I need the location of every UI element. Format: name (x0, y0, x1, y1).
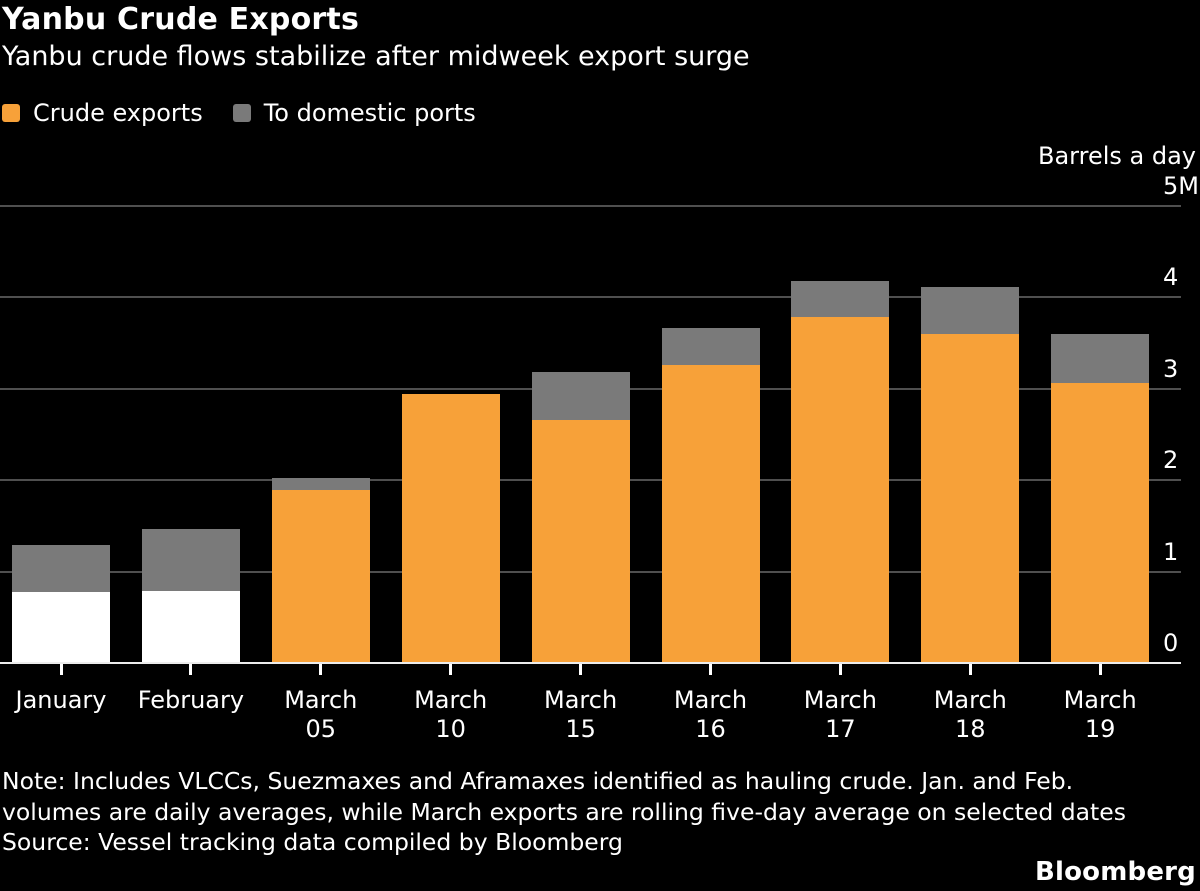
x-label-line: 18 (955, 715, 986, 743)
bar-january-to-domestic-ports (12, 544, 110, 592)
bloomberg-logo: Bloomberg (1034, 857, 1196, 887)
x-label-march-10: March 10 (381, 686, 521, 744)
x-label-march-17: March 17 (770, 686, 910, 744)
y-axis-unit-label: Barrels a day (1037, 142, 1196, 170)
x-label-line: March (284, 686, 358, 714)
x-label-february: February (121, 686, 261, 715)
x-label-line: March (933, 686, 1007, 714)
bar-march-19-crude-exports (1051, 383, 1149, 663)
x-label-line: January (15, 686, 107, 714)
x-tick-february (189, 664, 193, 675)
bar-january-crude-exports (12, 591, 110, 663)
x-label-march-05: March 05 (251, 686, 391, 744)
x-label-march-15: March 15 (511, 686, 651, 744)
x-tick-march-19 (1098, 664, 1102, 675)
x-label-line: February (137, 686, 245, 714)
bar-march-15-to-domestic-ports (532, 372, 630, 420)
crude-exports-swatch-icon (2, 104, 20, 122)
x-label-line: March (414, 686, 488, 714)
bar-march-18-to-domestic-ports (921, 286, 1019, 334)
x-label-march-19: March 19 (1030, 686, 1170, 744)
bar-march-17-crude-exports (791, 317, 889, 663)
y-tick-label-0: 0 (1163, 629, 1179, 657)
x-tick-march-05 (319, 664, 323, 675)
bar-march-19-to-domestic-ports (1051, 333, 1149, 383)
x-axis-baseline (0, 662, 1181, 664)
x-label-line: 17 (825, 715, 856, 743)
legend-item-crude-exports: Crude exports (2, 99, 203, 127)
x-label-line: 10 (435, 715, 466, 743)
legend-label: To domestic ports (263, 99, 476, 127)
x-label-line: March (544, 686, 618, 714)
bar-march-15-crude-exports (532, 419, 630, 663)
legend: Crude exports To domestic ports (2, 99, 476, 127)
x-label-line: March (1063, 686, 1137, 714)
x-label-march-16: March 16 (641, 686, 781, 744)
bar-march-10-crude-exports (402, 393, 500, 663)
x-tick-january (59, 664, 63, 675)
y-tick-label-5M: 5M (1163, 171, 1199, 200)
x-tick-march-16 (709, 664, 712, 675)
x-label-line: March (673, 686, 748, 714)
x-label-line: March (803, 686, 877, 714)
x-label-line: 05 (305, 715, 337, 743)
bar-march-05-to-domestic-ports (272, 478, 370, 491)
x-label-march-18: March 18 (900, 686, 1040, 744)
bar-march-16-to-domestic-ports (662, 328, 760, 365)
chart-subtitle: Yanbu crude flows stabilize after midwee… (2, 41, 750, 72)
x-label-line: 15 (565, 715, 596, 743)
bar-march-18-crude-exports (921, 333, 1019, 663)
bar-february-to-domestic-ports (142, 529, 240, 591)
bar-march-17-to-domestic-ports (791, 281, 889, 318)
x-tick-march-18 (968, 664, 972, 675)
chart-title: Yanbu Crude Exports (2, 2, 360, 37)
y-tick-label-3: 3 (1163, 354, 1179, 383)
footer-text: Note: Includes VLCCs, Suezmaxes and Afra… (2, 766, 1172, 858)
x-tick-march-15 (579, 664, 583, 675)
x-tick-march-10 (449, 664, 453, 675)
to-domestic-ports-swatch-icon (232, 104, 251, 122)
y-tick-label-4: 4 (1163, 263, 1179, 291)
y-tick-label-1: 1 (1163, 537, 1179, 566)
x-tick-march-17 (838, 664, 842, 675)
note-text: Note: Includes VLCCs, Suezmaxes and Afra… (2, 767, 1126, 826)
bar-march-16-crude-exports (662, 364, 760, 663)
x-label-january: January (0, 686, 131, 715)
gridline-4 (0, 296, 1181, 298)
y-tick-label-2: 2 (1163, 446, 1179, 474)
legend-label: Crude exports (33, 99, 203, 127)
bar-february-crude-exports (142, 590, 240, 663)
bar-march-05-crude-exports (272, 490, 370, 663)
gridline-5M (0, 204, 1181, 207)
x-label-line: 16 (695, 715, 726, 743)
x-label-line: 19 (1084, 715, 1116, 743)
source-text: Source: Vessel tracking data compiled by… (2, 828, 623, 856)
legend-item-to-domestic-ports: To domestic ports (232, 99, 476, 127)
